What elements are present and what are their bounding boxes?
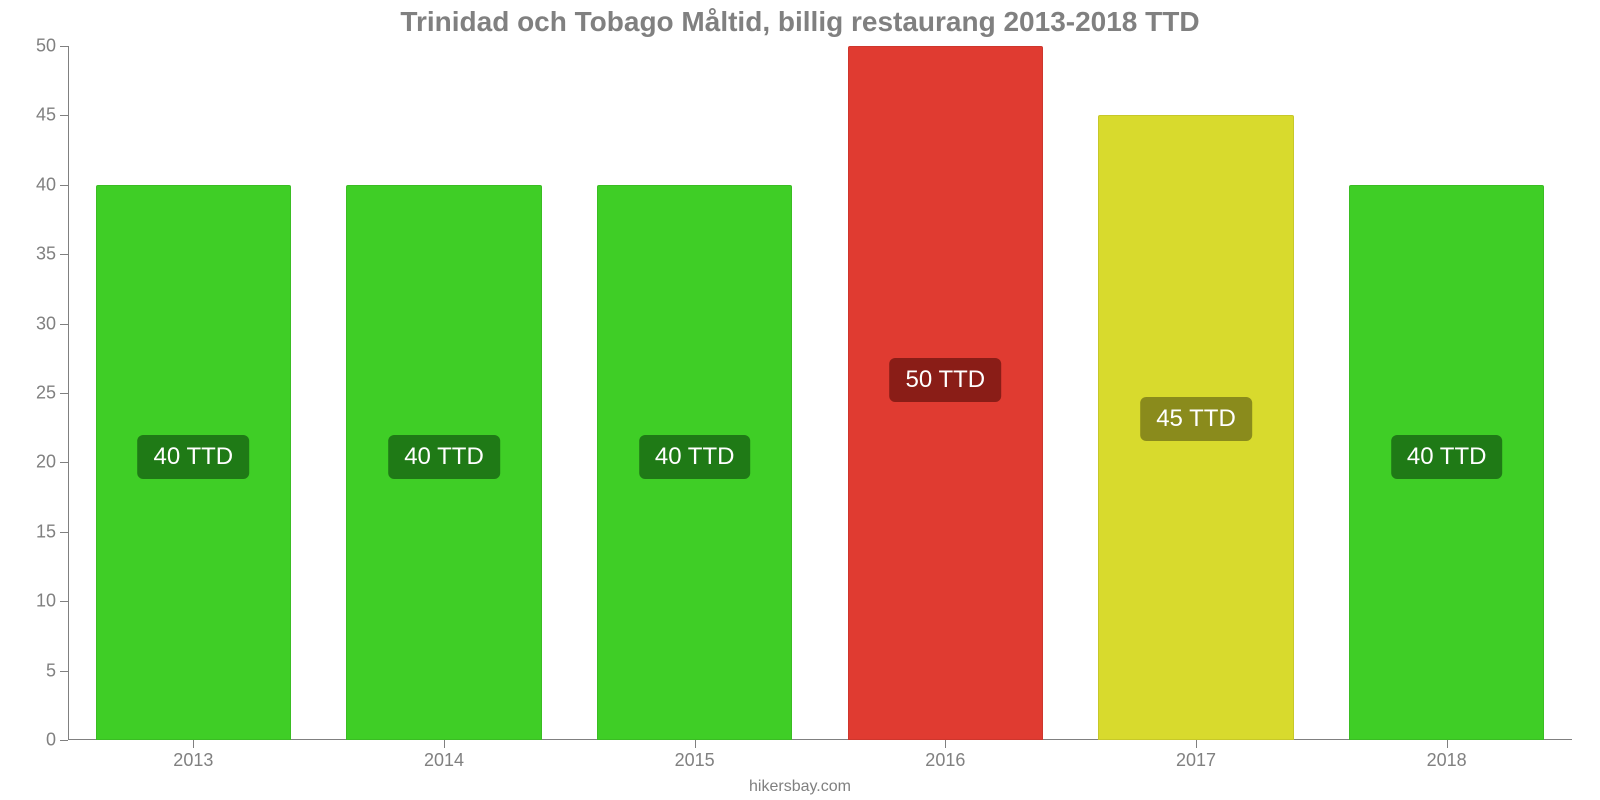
y-tick-label: 10 [36,591,56,612]
y-axis [68,46,69,740]
y-tick-label: 40 [36,174,56,195]
bar-value-label: 40 TTD [1391,435,1503,479]
y-tick-label: 0 [46,730,56,751]
x-tick [444,740,445,748]
bar-value-label: 40 TTD [388,435,500,479]
x-tick-label: 2017 [1176,750,1216,771]
y-tick [60,671,68,672]
y-tick [60,185,68,186]
bar: 45 TTD [1098,115,1294,740]
x-tick [695,740,696,748]
y-tick-label: 20 [36,452,56,473]
bar-value-label: 45 TTD [1140,397,1252,441]
y-tick-label: 25 [36,383,56,404]
y-tick [60,254,68,255]
bar: 40 TTD [1349,185,1545,740]
y-tick [60,740,68,741]
x-tick [945,740,946,748]
y-tick [60,324,68,325]
plot-area: 05101520253035404550201340 TTD201440 TTD… [68,46,1572,740]
y-tick [60,532,68,533]
x-tick-label: 2015 [675,750,715,771]
x-tick-label: 2016 [925,750,965,771]
y-tick-label: 50 [36,36,56,57]
y-tick [60,601,68,602]
bar-value-label: 40 TTD [138,435,250,479]
x-tick [1196,740,1197,748]
bar: 40 TTD [346,185,542,740]
y-tick-label: 30 [36,313,56,334]
bar-value-label: 50 TTD [890,358,1002,402]
bar: 50 TTD [848,46,1044,740]
y-tick-label: 45 [36,105,56,126]
y-tick [60,462,68,463]
y-tick-label: 15 [36,521,56,542]
bar: 40 TTD [597,185,793,740]
y-tick-label: 35 [36,244,56,265]
x-tick-label: 2014 [424,750,464,771]
y-tick [60,393,68,394]
bar-value-label: 40 TTD [639,435,751,479]
x-tick-label: 2013 [173,750,213,771]
bar-chart: Trinidad och Tobago Måltid, billig resta… [0,0,1600,800]
chart-title: Trinidad och Tobago Måltid, billig resta… [0,6,1600,38]
bar: 40 TTD [96,185,292,740]
x-tick [193,740,194,748]
y-tick-label: 5 [46,660,56,681]
y-tick [60,46,68,47]
x-tick [1447,740,1448,748]
x-tick-label: 2018 [1427,750,1467,771]
y-tick [60,115,68,116]
chart-footer: hikersbay.com [0,778,1600,796]
x-axis [68,739,1572,740]
